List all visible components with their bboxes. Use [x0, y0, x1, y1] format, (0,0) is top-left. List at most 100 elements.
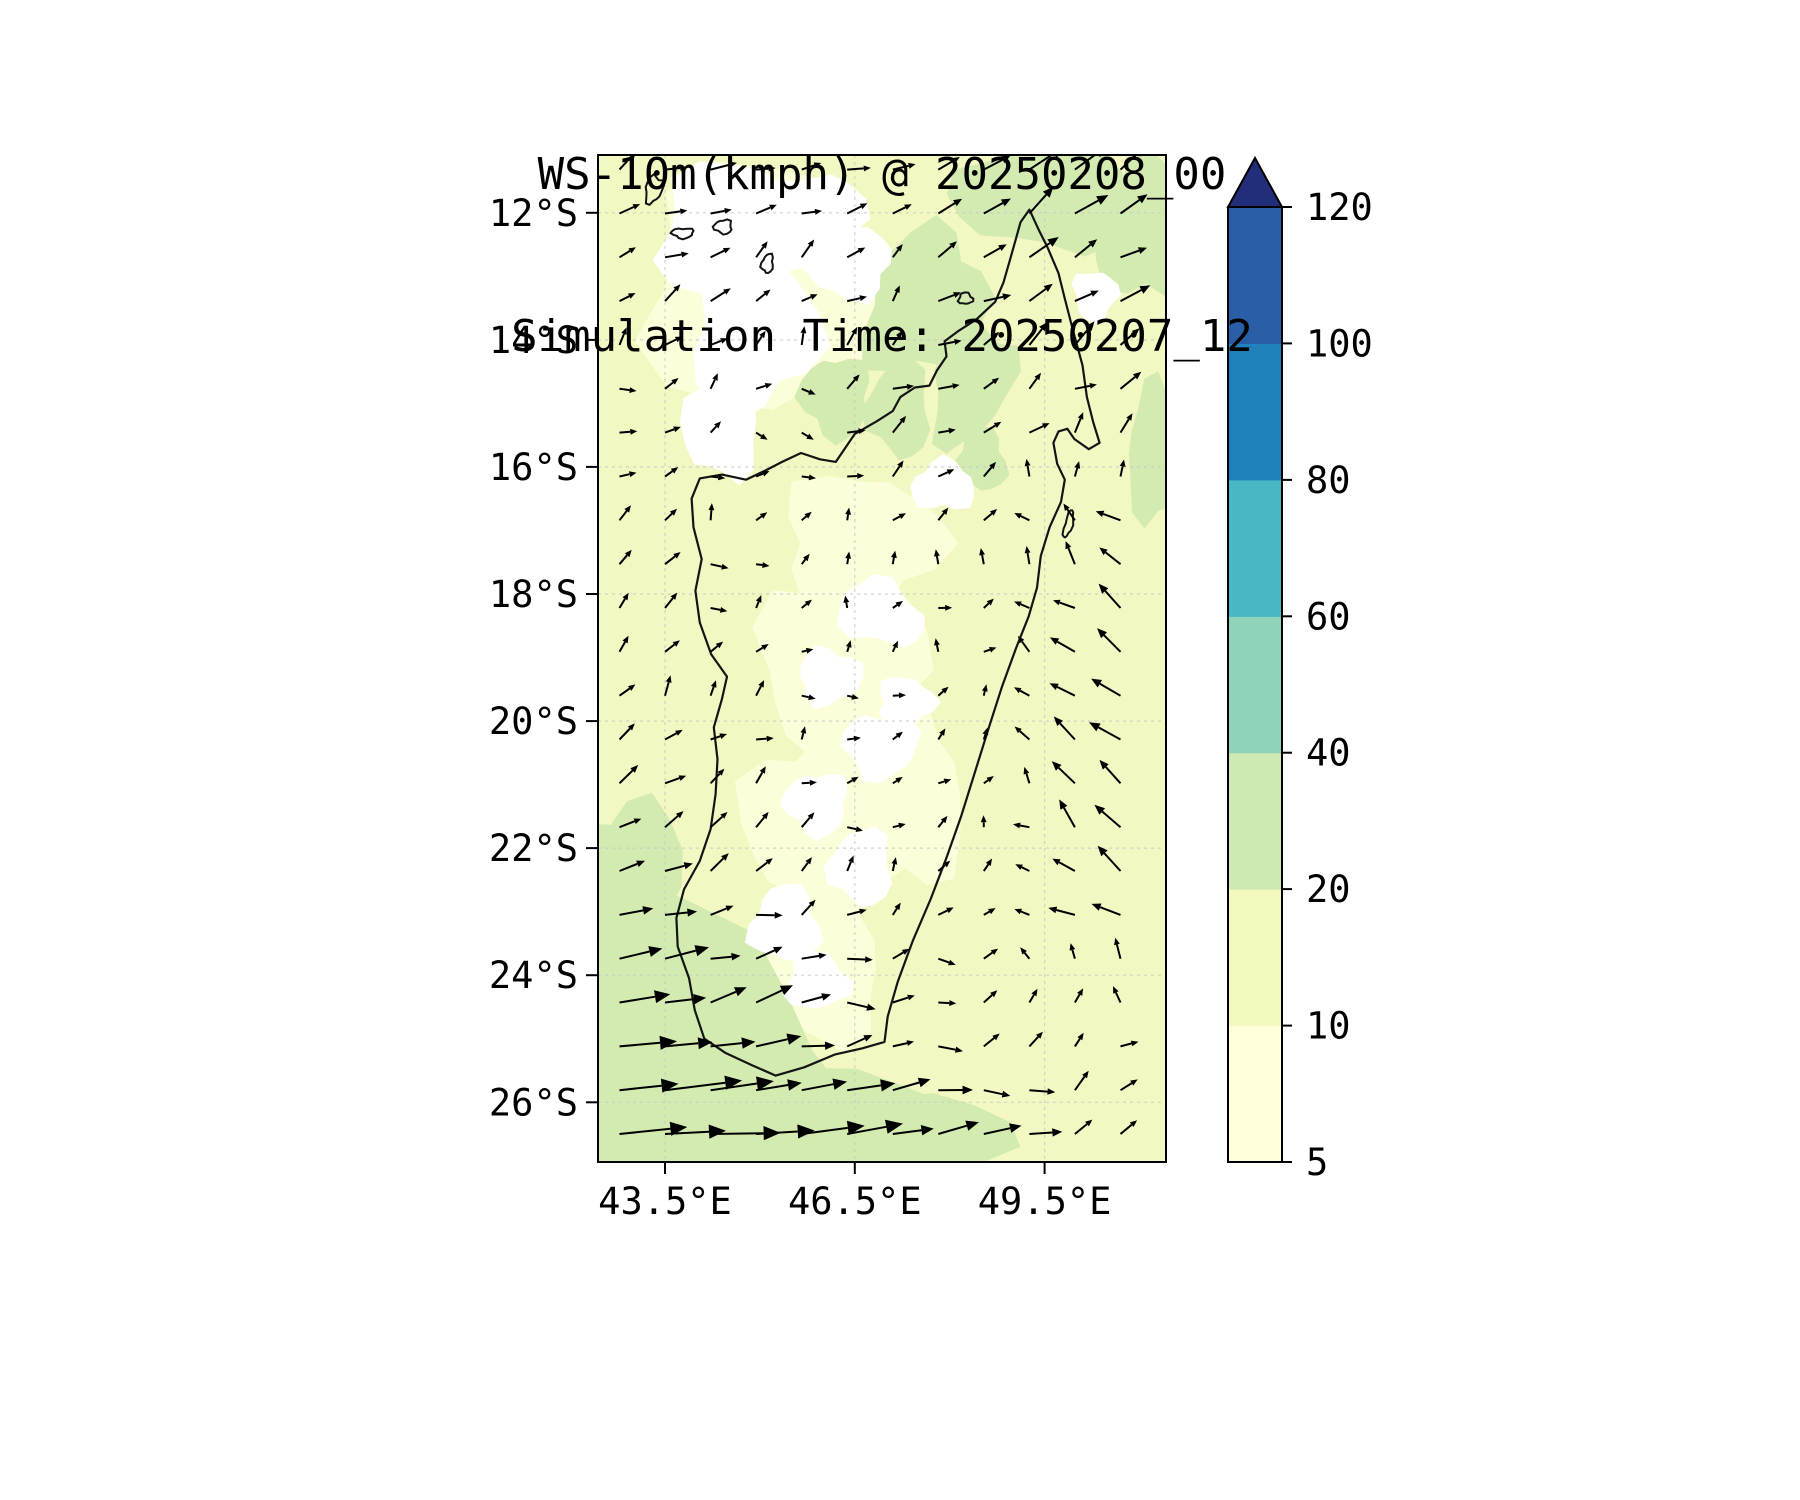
wind-arrow-shaft: [801, 431, 809, 438]
wind-arrow-head: [855, 826, 863, 832]
wind-arrow-head: [894, 902, 901, 911]
wind-arrow-head: [734, 987, 747, 997]
wind-arrow-head: [1063, 503, 1070, 511]
wind-arrow-shaft: [845, 602, 849, 609]
wind-arrow-shaft: [755, 685, 762, 697]
wind-arrow-shaft: [892, 604, 898, 609]
wind-arrow-shaft: [1099, 906, 1121, 916]
wind-arrow-head: [904, 204, 912, 210]
wind-arrow-shaft: [892, 779, 898, 785]
y-tick-label: 26°S: [489, 1081, 578, 1124]
wind-arrow-shaft: [755, 646, 764, 653]
wind-arrow-shaft: [619, 909, 644, 916]
x-tick-label: 46.5°E: [788, 1180, 922, 1223]
contour-below-min: [823, 826, 893, 908]
wind-arrow-head: [1000, 198, 1011, 207]
wind-arrow-head: [945, 604, 953, 611]
wind-arrow-head: [821, 993, 832, 1001]
wind-quiver-layer: [618, 155, 1151, 1141]
wind-arrow-head: [865, 956, 873, 963]
wind-arrow-head: [1024, 458, 1031, 467]
wind-arrow-shaft: [846, 1037, 866, 1048]
wind-arrow-head: [1047, 237, 1059, 247]
wind-arrow-shaft: [1120, 249, 1140, 259]
wind-arrow-head: [1042, 186, 1054, 198]
wind-arrow-shaft: [1021, 866, 1030, 872]
wind-arrow-head: [1048, 906, 1058, 914]
y-tick-label: 22°S: [489, 827, 578, 870]
wind-arrow-head: [670, 467, 679, 474]
wind-arrow-head: [985, 858, 993, 866]
wind-arrow-shaft: [938, 780, 945, 785]
wind-arrow-head: [773, 946, 783, 954]
wind-arrow-shaft: [938, 1124, 968, 1135]
wind-arrow-head: [813, 162, 822, 168]
wind-arrow-shaft: [710, 955, 732, 960]
wind-arrow-head: [954, 339, 962, 345]
wind-arrow-shaft: [618, 155, 633, 171]
wind-arrow-shaft: [664, 1081, 726, 1092]
wind-arrow-shaft: [618, 641, 626, 653]
wind-arrow-head: [1047, 1088, 1056, 1095]
wind-arrow-shaft: [1074, 1075, 1086, 1091]
contour-below-min: [1071, 272, 1121, 325]
wind-arrow-head: [629, 471, 637, 478]
wind-arrow-shaft: [710, 735, 721, 741]
wind-arrow-head: [949, 241, 957, 249]
wind-arrow-shaft: [755, 563, 763, 566]
wind-arrow-shaft: [847, 430, 859, 434]
wind-arrow-head: [986, 776, 994, 783]
wind-arrow-head: [787, 1079, 802, 1091]
wind-arrow-head: [1001, 1090, 1011, 1098]
wind-arrow-head: [863, 1035, 873, 1042]
wind-arrow-shaft: [1020, 515, 1030, 522]
wind-arrow-head: [845, 640, 852, 648]
wind-arrow-shaft: [756, 1130, 798, 1135]
wind-arrow-shaft: [618, 333, 625, 346]
wind-arrow-head: [845, 551, 851, 559]
wind-arrow-shaft: [1101, 810, 1122, 828]
wind-arrow-head: [896, 330, 903, 339]
wind-arrow-shaft: [1066, 508, 1076, 521]
wind-arrow-shaft: [1059, 722, 1076, 741]
wind-arrow-head: [1089, 722, 1101, 732]
wind-arrow-head: [814, 208, 822, 215]
wind-arrow-head: [654, 990, 671, 1004]
wind-arrow-head: [953, 198, 963, 207]
wind-arrow-shaft: [664, 681, 670, 696]
wind-arrow-shaft: [846, 646, 850, 653]
wind-arrow-head: [708, 1124, 726, 1139]
wind-arrow-head: [622, 592, 629, 601]
plot-frame: [597, 154, 1167, 1163]
wind-arrow-head: [899, 415, 907, 424]
wind-arrow-head: [885, 1119, 903, 1134]
wind-arrow-shaft: [1074, 199, 1099, 215]
wind-arrow-head: [675, 729, 683, 736]
wind-arrow-head: [676, 811, 684, 819]
wind-arrow-head: [763, 289, 771, 297]
map-canvas: [598, 155, 1166, 1162]
wind-arrow-head: [687, 908, 698, 917]
wind-arrow-head: [848, 855, 854, 864]
wind-arrow-shaft: [1074, 1123, 1088, 1135]
wind-arrow-head: [731, 952, 741, 961]
wind-arrow-head: [694, 945, 709, 957]
wind-arrow-shaft: [892, 1081, 920, 1092]
wind-arrow-shaft: [800, 904, 812, 916]
wind-arrow-shaft: [1120, 1042, 1132, 1048]
wind-arrow-shaft: [1058, 767, 1076, 785]
wind-arrow-head: [941, 686, 949, 694]
wind-arrow-shaft: [619, 950, 650, 960]
colorbar: 5 10 20 40 60 80 100 120: [1226, 155, 1373, 1184]
wind-arrow-shaft: [801, 1044, 826, 1048]
wind-arrow-shaft: [801, 296, 812, 303]
colorbar-segment: [1228, 616, 1282, 754]
wind-arrow-shaft: [983, 1127, 1011, 1135]
colorbar-tick-label: 80: [1306, 459, 1351, 502]
contour-below-min: [782, 951, 854, 1009]
wind-arrow-head: [761, 241, 768, 249]
wind-arrow-head: [1015, 864, 1023, 870]
wind-arrow-shaft: [982, 863, 990, 872]
wind-arrow-shaft: [709, 773, 721, 784]
wind-arrow-shaft: [1119, 376, 1136, 390]
